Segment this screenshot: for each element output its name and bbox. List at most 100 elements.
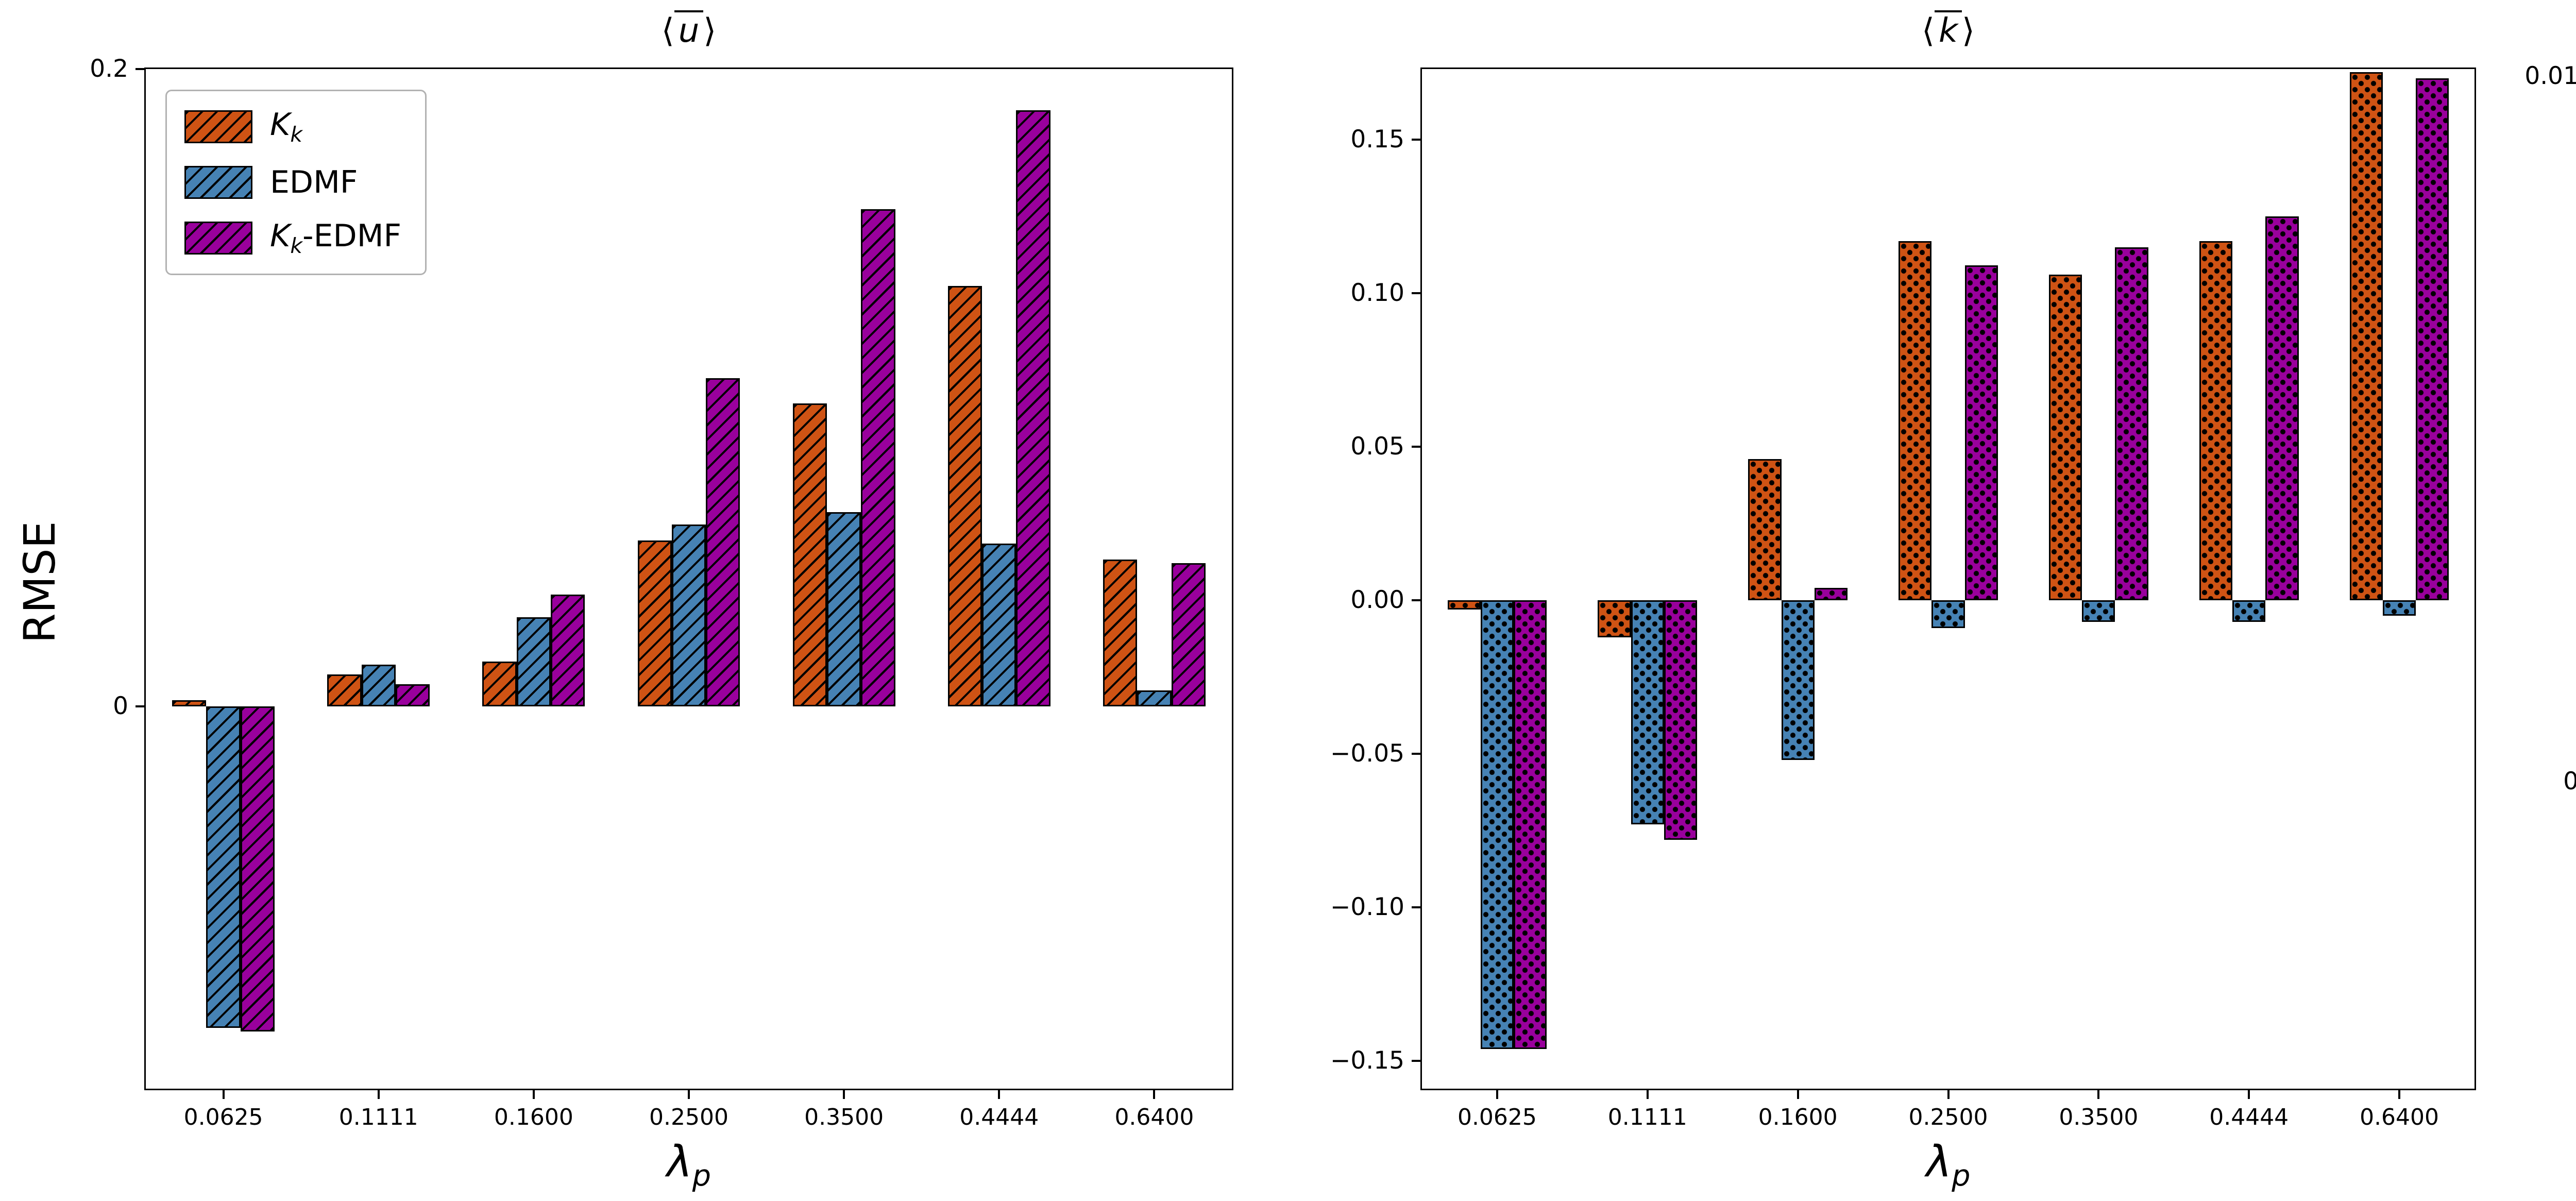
bar-EDMF-0.1600 xyxy=(1781,600,1815,760)
x-tick-label: 0.0625 xyxy=(1457,1104,1537,1130)
legend-item-Kk: Kk xyxy=(184,107,401,147)
y-tick-label: −0.05 xyxy=(1330,739,1404,768)
x-tick-label: 0.6400 xyxy=(1114,1104,1194,1130)
bar-Kk-EDMF-0.2500 xyxy=(706,378,740,706)
y-tick-label: 0.00 xyxy=(1350,586,1404,615)
legend-label: Kk xyxy=(270,107,302,147)
bar-Kk-EDMF-0.4444 xyxy=(2265,216,2299,601)
y-tick-mark xyxy=(135,68,144,70)
bar-Kk-EDMF-0.1111 xyxy=(1664,600,1698,840)
bar-Kk-0.2500 xyxy=(637,540,672,706)
x-tick-label: 0.2500 xyxy=(1908,1104,1988,1130)
bar-Kk-EDMF-0.0625 xyxy=(1514,600,1547,1049)
x-axis-label: λp xyxy=(667,1136,711,1193)
x-tick-label: 0.0625 xyxy=(183,1104,263,1130)
bar-Kk-EDMF-0.0625 xyxy=(240,706,275,1031)
x-tick-mark xyxy=(688,1090,690,1099)
y-tick-mark xyxy=(1412,292,1420,295)
x-tick-mark xyxy=(1797,1090,1799,1099)
x-tick-label: 0.1600 xyxy=(494,1104,573,1130)
x-tick-label: 0.3500 xyxy=(804,1104,884,1130)
bar-Kk-EDMF-0.4444 xyxy=(1016,110,1050,706)
bar-Kk-0.2500 xyxy=(1899,241,1932,601)
bar-Kk-EDMF-0.1111 xyxy=(395,684,430,706)
bar-EDMF-0.2500 xyxy=(671,525,706,706)
x-axis-label: λp xyxy=(1926,1136,1971,1193)
bar-Kk-0.1111 xyxy=(1598,600,1631,637)
x-tick-mark xyxy=(2248,1090,2250,1099)
y-axis-label: RMSE xyxy=(14,521,65,644)
legend: Kk EDMF Kk-EDMF xyxy=(165,90,427,275)
bar-EDMF-0.4444 xyxy=(982,544,1016,706)
bar-Kk-EDMF-0.1600 xyxy=(550,595,585,706)
legend-label: Kk-EDMF xyxy=(270,218,402,258)
legend-patch-Kk-EDMF xyxy=(184,222,252,255)
bar-Kk-0.0625 xyxy=(1447,600,1481,610)
chart-panel-uw: 0.0100.06250.11110.16000.25000.35000.444… xyxy=(2524,0,2576,1201)
y-tick-mark xyxy=(1412,753,1420,755)
x-tick-mark xyxy=(1153,1090,1156,1099)
x-tick-mark xyxy=(1947,1090,1950,1099)
x-tick-mark xyxy=(222,1090,225,1099)
bar-EDMF-0.0625 xyxy=(1480,600,1514,1049)
x-tick-mark xyxy=(2398,1090,2401,1099)
x-tick-mark xyxy=(843,1090,845,1099)
bar-Kk-0.1600 xyxy=(482,662,517,706)
plot-area-kbar: 0.15 0.10 0.05 0.00 −0.05 −0.10 −0.15 0.0625 0.1… xyxy=(1330,67,2476,1130)
bar-EDMF-0.1111 xyxy=(1631,600,1664,825)
x-tick-mark xyxy=(532,1090,535,1099)
bar-EDMF-0.3500 xyxy=(2082,600,2115,622)
chart-panel-kbar: 0.15 0.10 0.05 0.00 −0.05 −0.10 −0.15 0.0625 0.1… xyxy=(1288,0,2524,1201)
y-tick-label: 0.05 xyxy=(1350,432,1404,461)
y-tick-label: −0.15 xyxy=(1330,1046,1404,1075)
y-tick-mark xyxy=(1412,906,1420,909)
bar-Kk-0.4444 xyxy=(2199,241,2233,601)
y-tick-mark xyxy=(135,705,144,707)
bar-EDMF-0.6400 xyxy=(1137,690,1172,706)
x-tick-mark xyxy=(998,1090,1001,1099)
bar-EDMF-0.1600 xyxy=(516,617,551,706)
legend-item-Kk-EDMF: Kk-EDMF xyxy=(184,218,401,258)
bar-EDMF-0.1111 xyxy=(361,665,396,706)
bar-EDMF-0.0625 xyxy=(206,706,241,1028)
x-tick-label: 0.1111 xyxy=(1607,1104,1687,1130)
x-tick-label: 0.2500 xyxy=(649,1104,728,1130)
y-tick-label: 0.10 xyxy=(1350,279,1404,308)
bar-Kk-EDMF-0.3500 xyxy=(861,209,895,706)
x-tick-label: 0.4444 xyxy=(959,1104,1039,1130)
bar-Kk-EDMF-0.1600 xyxy=(1814,588,1848,601)
y-tick-label: −0.10 xyxy=(1330,893,1404,922)
plot-area-ubar: Kk EDMF Kk-EDMF 0.2 0 0.0625 0.1111 0.1600 0.25… xyxy=(90,55,1233,1130)
x-tick-mark xyxy=(1496,1090,1498,1099)
chart-panel-ubar: RMSE Kk EDMF Kk-EDMF 0.2 0 0.0625 0.1111 0.160… xyxy=(14,10,1233,1193)
bar-EDMF-0.3500 xyxy=(827,512,861,706)
bar-Kk-0.3500 xyxy=(792,403,827,706)
y-tick-label: 0 xyxy=(113,691,128,720)
y-tick-mark xyxy=(1412,1060,1420,1062)
chart-title: ⟨ u ⟩ xyxy=(144,10,1233,50)
bar-Kk-EDMF-0.6400 xyxy=(1171,563,1206,706)
x-tick-mark xyxy=(2097,1090,2100,1099)
bar-Kk-EDMF-0.6400 xyxy=(2416,78,2449,601)
chart-title: ⟨ k ⟩ xyxy=(1420,10,2476,50)
y-tick-label: 0.15 xyxy=(1350,125,1404,154)
legend-item-EDMF: EDMF xyxy=(184,164,401,200)
x-tick-label: 0.3500 xyxy=(2059,1104,2139,1130)
x-tick-mark xyxy=(1646,1090,1649,1099)
bar-Kk-0.6400 xyxy=(1103,560,1138,706)
bar-Kk-0.3500 xyxy=(2049,275,2082,601)
x-tick-label: 0.1600 xyxy=(1758,1104,1838,1130)
bar-Kk-0.6400 xyxy=(2349,72,2383,601)
legend-label: EDMF xyxy=(270,164,358,200)
legend-patch-EDMF xyxy=(184,166,252,199)
bar-Kk-0.4444 xyxy=(947,285,982,706)
x-tick-mark xyxy=(377,1090,380,1099)
bar-EDMF-0.4444 xyxy=(2232,600,2266,622)
bar-EDMF-0.2500 xyxy=(1931,600,1965,628)
bar-Kk-EDMF-0.3500 xyxy=(2115,247,2148,601)
y-tick-label: 0.2 xyxy=(90,55,128,83)
bar-Kk-0.1111 xyxy=(327,674,362,706)
y-tick-label: 0 xyxy=(2563,767,2576,796)
y-tick-label: 0.01 xyxy=(2524,61,2576,90)
